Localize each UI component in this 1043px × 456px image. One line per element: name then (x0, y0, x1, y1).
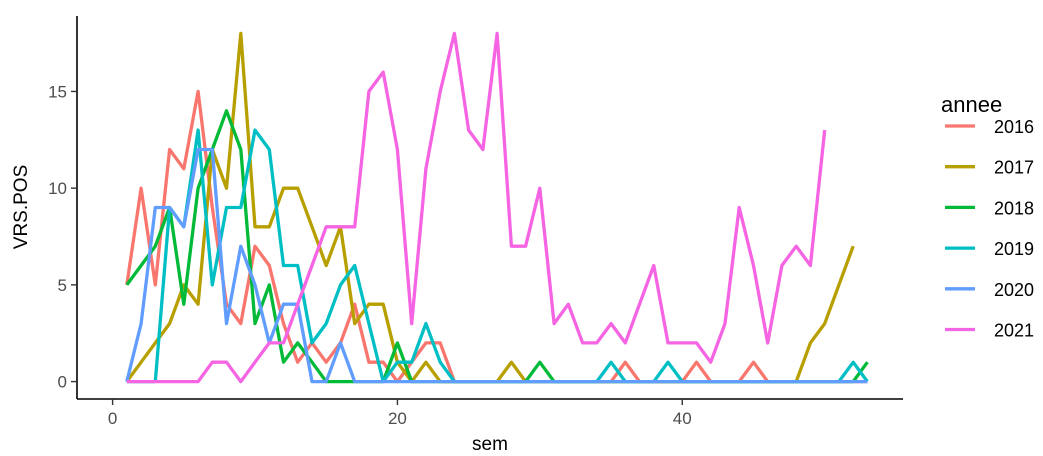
plot-lines (125, 31, 869, 384)
y-tick-label: 15 (48, 82, 67, 101)
series-line-2016 (125, 89, 868, 384)
x-axis-title: sem (472, 434, 508, 455)
legend: annee 2016 2017 2018 2019 2020 2021 (941, 92, 1034, 341)
legend-title: annee (941, 92, 1002, 117)
y-tick-label: 10 (48, 179, 67, 198)
axes (76, 16, 903, 400)
y-tick-label: 5 (58, 276, 67, 295)
series-line-2021 (126, 31, 827, 384)
x-tick-label: 0 (108, 409, 117, 428)
legend-label-2016: 2016 (994, 117, 1034, 137)
x-tick-label: 40 (673, 409, 692, 428)
x-tick-label: 20 (388, 409, 407, 428)
series-line-2020 (125, 147, 868, 384)
legend-label-2020: 2020 (994, 280, 1034, 300)
y-tick-label: 0 (58, 373, 67, 392)
series-line-2018 (125, 109, 869, 384)
x-ticks: 0 20 40 (108, 399, 692, 428)
legend-label-2017: 2017 (994, 158, 1034, 178)
legend-label-2019: 2019 (994, 239, 1034, 259)
y-ticks: 0 5 10 15 (48, 82, 77, 392)
legend-label-2018: 2018 (994, 198, 1034, 218)
legend-label-2021: 2021 (994, 321, 1034, 341)
y-axis-title: VRS.POS (11, 165, 32, 249)
